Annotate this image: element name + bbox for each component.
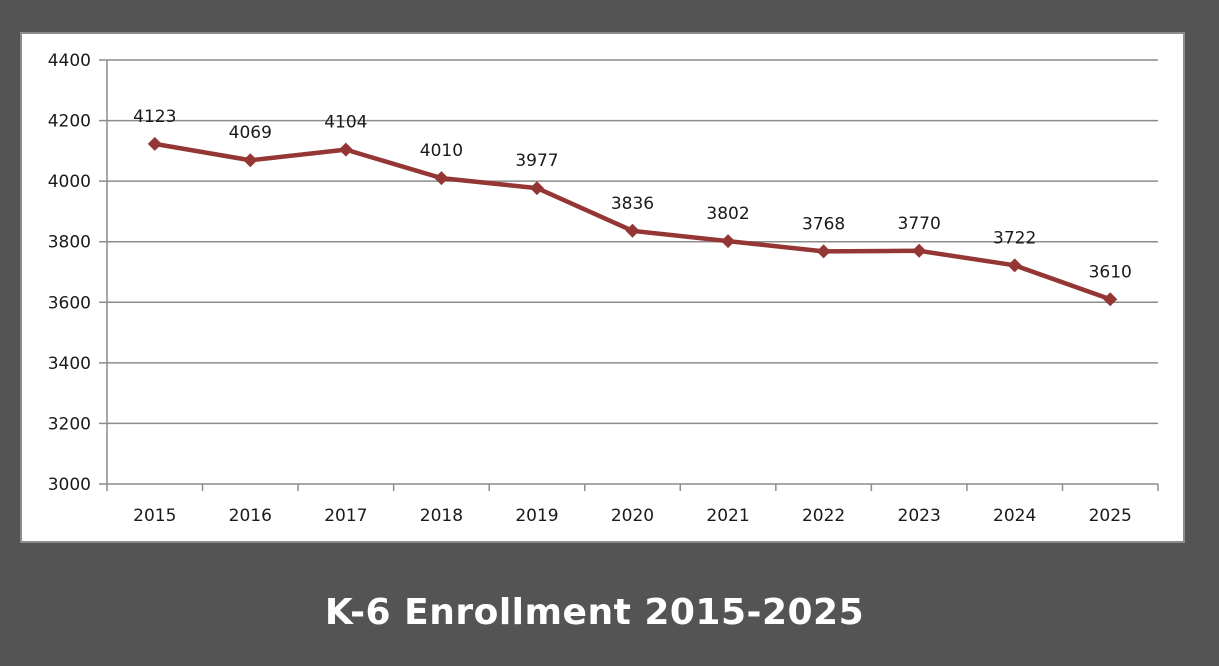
data-label: 4069 bbox=[229, 123, 272, 143]
data-point-marker bbox=[816, 244, 831, 259]
x-tick-label: 2020 bbox=[611, 506, 654, 526]
x-tick-label: 2024 bbox=[993, 506, 1036, 526]
data-point-marker bbox=[529, 181, 544, 196]
data-point-marker bbox=[1103, 292, 1118, 307]
y-tick-label: 3600 bbox=[48, 293, 91, 313]
data-label: 3977 bbox=[515, 151, 558, 171]
x-tick-label: 2018 bbox=[420, 506, 463, 526]
series-line bbox=[154, 141, 1111, 302]
y-tick-label: 4200 bbox=[48, 112, 91, 132]
y-tick-label: 3400 bbox=[48, 354, 91, 374]
chart-title: K-6 Enrollment 2015-2025 bbox=[324, 592, 865, 633]
y-tick-label: 4400 bbox=[48, 51, 91, 71]
y-tick-label: 3000 bbox=[48, 475, 91, 495]
data-label: 3610 bbox=[1089, 262, 1132, 282]
data-point-marker bbox=[338, 142, 353, 157]
data-label: 3836 bbox=[611, 194, 654, 214]
y-tick-label: 3200 bbox=[48, 414, 91, 434]
data-point-marker bbox=[625, 223, 640, 238]
data-point-marker bbox=[1007, 258, 1022, 273]
data-label: 3768 bbox=[802, 214, 845, 234]
data-label: 3770 bbox=[898, 214, 941, 234]
data-label: 4123 bbox=[133, 107, 176, 127]
x-tick-label: 2017 bbox=[324, 506, 367, 526]
data-point-marker bbox=[243, 153, 258, 168]
data-point-marker bbox=[147, 136, 162, 151]
y-tick-label: 4000 bbox=[48, 172, 91, 192]
data-label: 4104 bbox=[324, 113, 367, 133]
x-tick-label: 2021 bbox=[706, 506, 749, 526]
x-tick-label: 2023 bbox=[898, 506, 941, 526]
x-tick-label: 2022 bbox=[802, 506, 845, 526]
x-tick-label: 2015 bbox=[133, 506, 176, 526]
data-label: 3802 bbox=[706, 204, 749, 224]
data-label: 3722 bbox=[993, 228, 1036, 248]
x-tick-label: 2016 bbox=[229, 506, 272, 526]
data-point-marker bbox=[721, 234, 736, 249]
data-label: 4010 bbox=[420, 141, 463, 161]
data-point-marker bbox=[434, 171, 449, 186]
x-tick-label: 2019 bbox=[515, 506, 558, 526]
y-tick-label: 3800 bbox=[48, 233, 91, 253]
data-point-marker bbox=[912, 243, 927, 258]
x-tick-label: 2025 bbox=[1089, 506, 1132, 526]
chart-panel bbox=[20, 32, 1185, 543]
